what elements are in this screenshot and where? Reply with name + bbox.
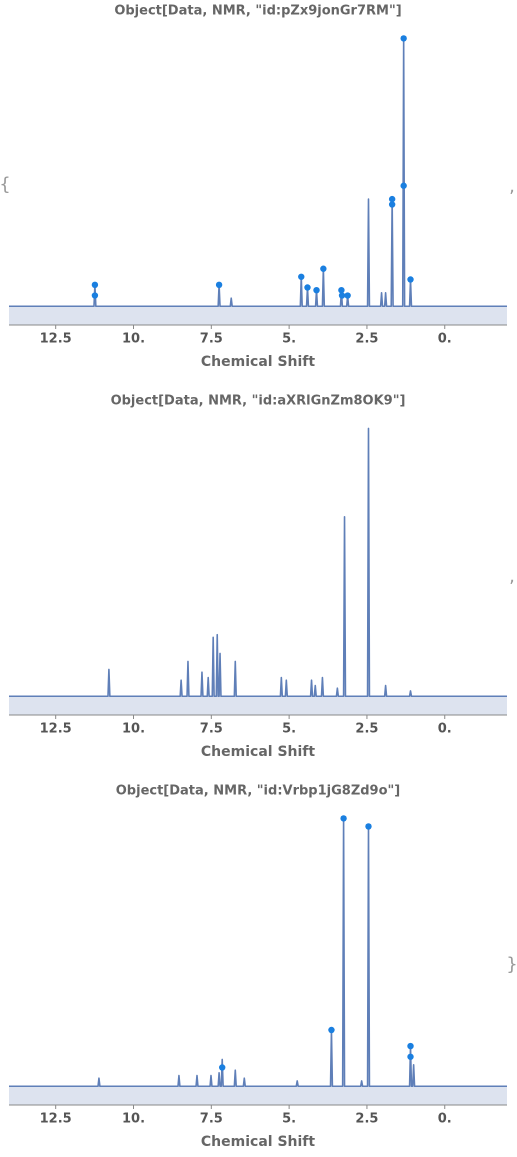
peak-marker [304,284,311,291]
peak-marker [400,182,407,189]
area-fill [9,38,507,325]
list-comma: , [509,566,515,587]
x-axis-label: Chemical Shift [201,1134,315,1150]
list-close-brace: } [506,954,517,975]
spectrum-line [9,37,507,308]
peak-marker [388,201,396,208]
peak-marker [320,265,327,272]
peak-marker [365,823,372,830]
x-tick-label: 0. [438,1112,452,1127]
x-tick-label: 12.5 [40,1112,72,1127]
peak-marker [91,281,99,289]
x-tick-label: 7.5 [200,332,223,347]
peak-marker [388,195,396,203]
peak-marker [407,1042,414,1050]
x-tick-label: 10. [122,332,145,347]
x-tick-label: 12.5 [40,332,72,347]
x-tick-label: 0. [438,722,452,737]
x-tick-label: 2.5 [355,332,378,347]
peak-marker [338,292,346,299]
x-tick-label: 12.5 [40,722,72,737]
peak-marker [407,276,414,283]
list-comma: , [509,176,515,197]
x-axis-label: Chemical Shift [201,354,315,370]
chart-title: Object[Data, NMR, "id:Vrbp1jG8Zd9o"] [116,784,401,799]
peak-marker [340,815,347,822]
peak-marker [298,273,305,280]
x-tick-label: 5. [282,722,296,737]
x-tick-label: 7.5 [200,722,223,737]
peak-marker [338,286,345,294]
peak-marker [407,1053,414,1060]
x-tick-label: 10. [122,722,145,737]
x-axis-label: Chemical Shift [201,744,315,760]
spectrum-line [9,817,507,1088]
x-tick-label: 5. [282,332,296,347]
peak-marker [91,292,99,299]
chart-title: Object[Data, NMR, "id:aXRlGnZm8OK9"] [111,394,406,409]
x-tick-label: 5. [282,1112,296,1127]
peak-marker [344,292,351,299]
peak-marker [219,1064,226,1071]
peak-marker [400,35,407,42]
peak-marker [328,1026,335,1034]
x-tick-label: 2.5 [355,722,378,737]
peak-marker [215,281,223,289]
x-tick-label: 10. [122,1112,145,1127]
area-fill [9,818,507,1105]
spectrum-line [9,427,507,698]
x-tick-label: 7.5 [200,1112,223,1127]
area-fill [9,428,507,715]
list-open-brace: { [0,174,11,195]
x-tick-label: 0. [438,332,452,347]
chart-title: Object[Data, NMR, "id:pZx9jonGr7RM"] [114,4,401,19]
x-tick-label: 2.5 [355,1112,378,1127]
peak-marker [313,286,320,294]
